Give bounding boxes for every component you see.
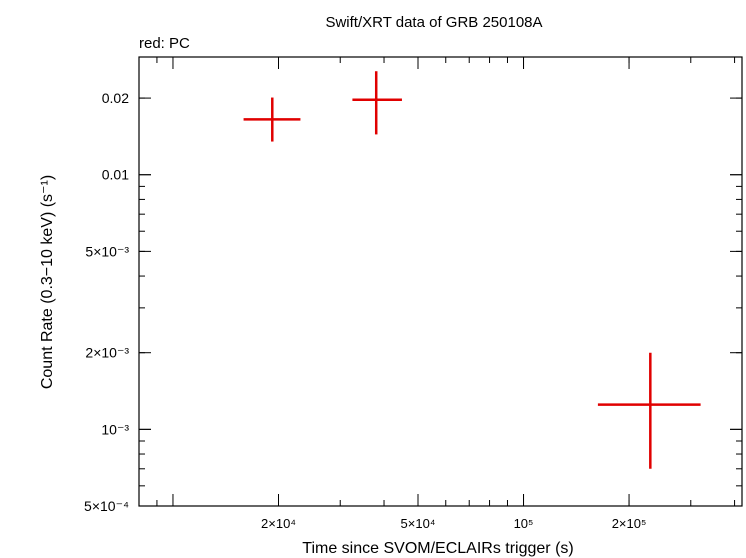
data-point — [352, 71, 402, 135]
y-tick-label: 2×10⁻³ — [85, 345, 129, 361]
y-tick-label: 0.01 — [102, 167, 129, 183]
x-axis-label: Time since SVOM/ECLAIRs trigger (s) — [302, 540, 573, 557]
chart-title: Swift/XRT data of GRB 250108A — [325, 14, 542, 31]
data-point — [243, 97, 301, 142]
y-tick-label: 5×10⁻⁴ — [84, 498, 129, 514]
x-tick-label: 2×10⁴ — [261, 516, 296, 531]
x-axis-ticks: 2×10⁴ 5×10⁴ 10⁵ 2×10⁵ — [138, 57, 736, 531]
x-tick-label: 2×10⁵ — [612, 516, 647, 531]
y-axis-label: Count Rate (0.3−10 keV) (s⁻¹) — [39, 175, 56, 389]
y-axis-ticks: 5×10⁻⁴ 10⁻³ 2×10⁻³ 5×10⁻³ 0.01 0.02 — [84, 90, 742, 514]
chart-subtitle: red: PC — [139, 35, 190, 52]
y-tick-label: 10⁻³ — [101, 421, 129, 437]
x-tick-label: 5×10⁴ — [401, 516, 436, 531]
y-tick-label: 0.02 — [102, 90, 129, 106]
plot-frame — [138, 56, 743, 507]
y-tick-label: 5×10⁻³ — [85, 243, 129, 259]
x-tick-label: 10⁵ — [514, 516, 534, 531]
data-point — [597, 352, 701, 469]
data-points — [243, 71, 701, 469]
